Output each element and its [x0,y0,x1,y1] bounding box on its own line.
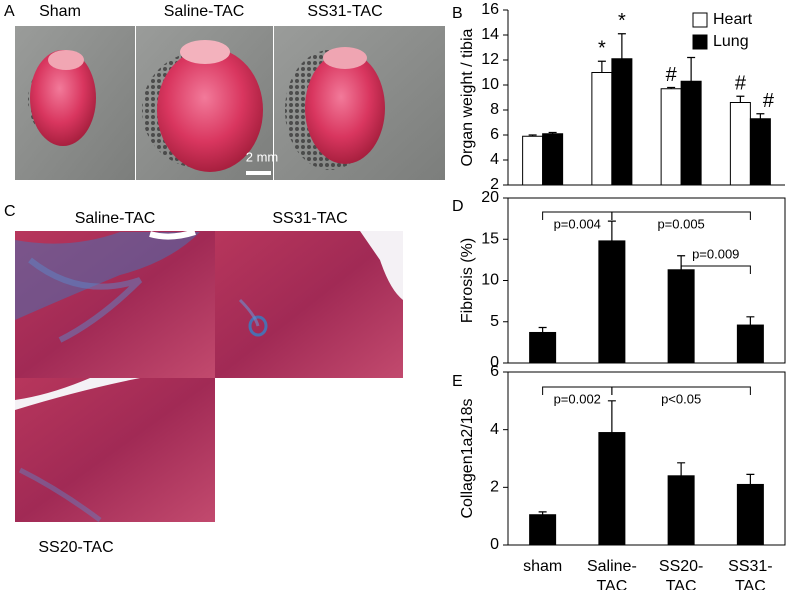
histology-panel: Saline-TAC SS31-TAC SS20-TAC [15,210,403,556]
comparison-label: p=0.005 [657,216,704,231]
photo-label: Sham [39,3,81,20]
comparison-label: p=0.009 [692,246,739,261]
bar [542,133,564,186]
comparison-label: p=0.002 [554,391,601,406]
panel-label: D [452,198,464,215]
comparison-bracket [680,265,751,274]
y-tick-label: 4 [490,151,499,168]
bar [667,475,695,546]
error-bar [607,400,616,433]
x-tick-label: SS31-TAC [728,558,772,590]
panel-label: B [452,5,463,22]
bar [591,72,613,186]
error-bar [597,60,606,73]
significance-mark: # [735,73,747,95]
error-bar [538,326,547,333]
error-bar [548,131,557,134]
y-tick-label: 8 [490,101,499,118]
bar [667,269,695,364]
error-bar [746,473,755,485]
error-bar [736,95,745,103]
scale-bar-label: 2 mm [246,149,279,164]
significance-mark: # [666,64,678,86]
y-tick-label: 0 [490,354,499,371]
bar [660,88,682,186]
y-tick-label: 0 [490,536,499,553]
error-bar [607,220,616,241]
y-tick-label: 2 [490,176,499,193]
histology-image [15,378,215,522]
significance-mark: * [598,38,606,60]
y-tick-label: 15 [481,230,499,247]
bar [598,240,626,364]
y-tick-label: 14 [481,26,499,43]
y-axis-label: Organ weight / tibia [459,28,476,166]
error-bar [667,86,676,89]
bar-chart: 2 4 6 8 10 12 14 16 Organ weight / tibia * # # Heart… [459,1,785,193]
error-bar [538,511,547,515]
histology-label: SS20-TAC [38,539,113,556]
photo-label: SS31-TAC [307,3,382,20]
legend-swatch [692,34,708,50]
bar [611,58,633,186]
bar [729,102,751,186]
y-tick-label: 10 [481,76,499,93]
comparison-bracket [611,211,751,220]
bar-chart: 0 5 10 15 20 Fibrosis (%) p=0.004 p=0.005 p=0.00… [459,189,786,371]
y-tick-label: 2 [490,479,499,496]
comparison-label: p<0.05 [661,391,701,406]
x-tick-label: Saline-TAC [587,558,637,590]
panel-label: A [4,3,15,20]
bar [736,483,764,546]
x-tick-label: sham [523,558,562,575]
y-tick-label: 6 [490,363,499,380]
y-tick-label: 6 [490,126,499,143]
y-tick-label: 10 [481,272,499,289]
comparison-label: p=0.004 [554,216,601,231]
bar-chart: 0 2 4 6 Collagen1a2/18s sham Saline-TAC SS20-TA… [459,363,786,590]
histology-label: SS31-TAC [272,210,347,227]
legend-label: Heart [713,11,753,28]
y-tick-label: 16 [481,1,499,18]
photo-panel: 2 mm Sham Saline-TAC SS31-TAC [15,3,445,180]
significance-mark: # [763,90,775,112]
y-axis-label: Fibrosis (%) [459,238,476,323]
y-tick-label: 20 [481,189,499,206]
panel-label: C [4,203,16,220]
error-bar [617,33,626,59]
legend-swatch [692,12,708,28]
x-tick-label: SS20-TAC [659,558,703,590]
bar [522,135,544,186]
y-tick-label: 5 [490,313,499,330]
comparison-bracket [611,386,751,395]
bar [749,118,771,186]
plot-frame [507,371,786,546]
histology-label: Saline-TAC [75,210,156,227]
error-bar [687,56,696,82]
bar [529,331,557,364]
y-tick-label: 12 [481,51,499,68]
y-tick-label: 4 [490,421,499,438]
panel-label: E [452,373,463,390]
y-axis-label: Collagen1a2/18s [459,398,476,518]
error-bar [677,462,686,476]
photo-label: Saline-TAC [164,3,245,20]
bar [680,80,702,186]
error-bar [756,113,765,119]
error-bar [528,134,537,137]
bar [598,432,626,546]
legend-label: Lung [713,33,749,50]
error-bar [746,316,755,326]
bar [529,514,557,546]
bar [736,324,764,364]
significance-mark: * [618,10,626,32]
